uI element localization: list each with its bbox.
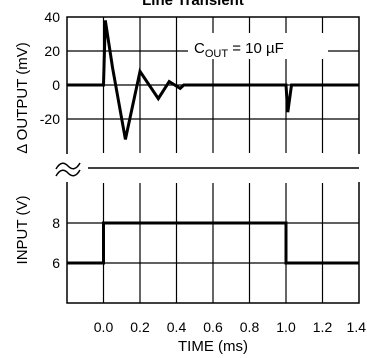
output-y-tick-label: -20	[40, 111, 60, 127]
cout-annotation-sub: OUT	[205, 48, 229, 60]
annotation-box: COUT = 10 µF	[188, 33, 328, 60]
input-y-tick-label: 6	[52, 255, 60, 271]
output-series-line	[67, 20, 359, 140]
x-tick-label: 0.0	[94, 319, 114, 335]
input-y-axis-label: INPUT (V)	[14, 196, 31, 265]
x-axis-label: TIME (ms)	[178, 338, 248, 355]
x-tick-label: 1.4	[347, 319, 367, 335]
output-y-axis-label: Δ OUTPUT (mV)	[14, 42, 31, 153]
cout-annotation-rest: = 10 µF	[228, 40, 284, 57]
chart-title: Line Transient	[142, 0, 244, 9]
input-y-tick-labels: 86	[52, 215, 60, 271]
axis-break	[55, 154, 361, 182]
input-series-line	[67, 221, 359, 265]
cout-annotation-main: C	[194, 40, 205, 57]
cout-annotation: COUT = 10 µF	[194, 40, 284, 60]
x-tick-labels: 0.0 0.2 0.4 0.6 0.8 1.0 1.2 1.4	[94, 319, 366, 335]
output-y-tick-label: 40	[44, 9, 60, 25]
input-y-tick-label: 8	[52, 215, 60, 231]
axis-break-mark	[55, 169, 81, 177]
x-tick-label: 1.2	[313, 319, 333, 335]
x-tick-label: 0.4	[167, 319, 187, 335]
x-tick-label: 0.6	[203, 319, 223, 335]
output-y-tick-label: 20	[44, 43, 60, 59]
x-tick-label: 0.2	[130, 319, 150, 335]
output-y-tick-label: 0	[52, 77, 60, 93]
x-tick-label: 1.0	[276, 319, 296, 335]
x-tick-label: 0.8	[240, 319, 260, 335]
output-y-tick-labels: 40 20 0 -20	[40, 9, 60, 127]
axis-break-mark	[55, 162, 81, 170]
